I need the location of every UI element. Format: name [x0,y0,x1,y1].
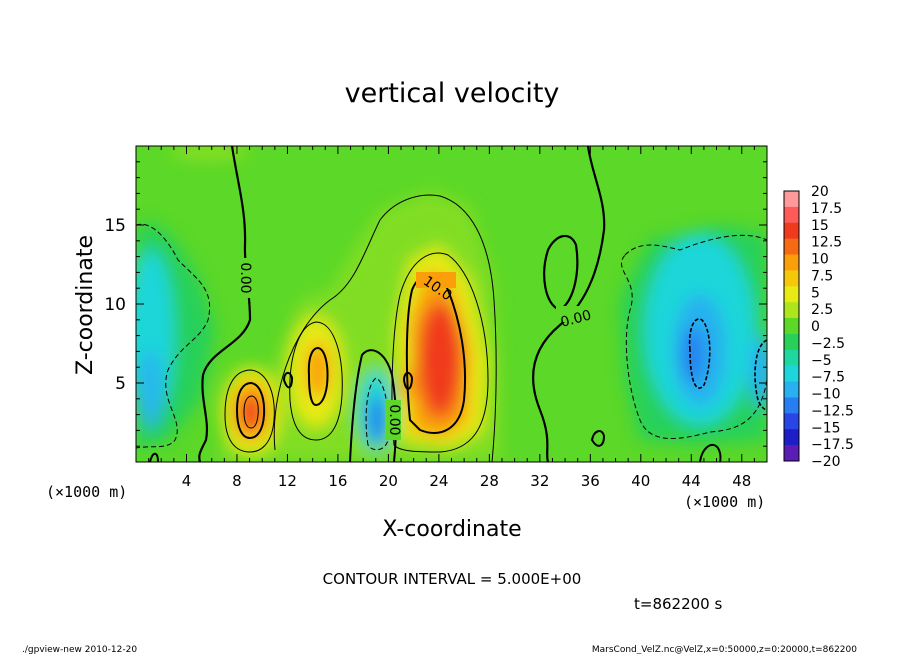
y-tick-label: 10 [104,295,126,315]
x-tick-label: 12 [278,472,297,490]
field-updraft-1-core [240,395,262,431]
contour-label-zero-right: 0.00 [559,307,593,331]
colorbar-label: 20 [811,184,829,200]
colorbar-swatch [784,191,799,208]
x-tick-label: 16 [328,472,347,490]
colorbar: 2017.51512.5107.552.50−2.5−5−7.5−10−12.5… [783,184,854,470]
footer-left: ./gpview-new 2010-12-20 [22,645,137,654]
contour-neg-down [365,377,389,451]
y-tick-label: 5 [115,374,126,394]
y-tick-label: 15 [104,216,126,236]
colorbar-label: 12.5 [811,235,842,251]
x-tick-label: 36 [581,472,600,490]
colorbar-swatch [784,206,799,224]
colorbar-swatch [784,397,799,414]
x-tick-label: 8 [232,472,242,490]
contour-neg-right-edge [754,339,767,411]
colorbar-label: 0 [811,319,820,335]
x-unit-left: (×1000 m) [46,483,127,501]
x-tick-label: 32 [530,472,549,490]
contour-ten-1 [235,381,266,440]
colorbar-swatch [784,413,799,430]
colorbar-swatch [784,254,799,271]
x-tick-label: 28 [480,472,499,490]
contour-neg-left [136,223,210,449]
x-tick-label: 48 [732,472,751,490]
colorbar-label: −5 [811,353,832,369]
contour-five-1 [224,369,275,453]
contour-neg-right-core [688,318,711,389]
contour-five-2 [289,321,343,441]
x-tick-label: 40 [631,472,650,490]
colorbar-swatch [784,238,799,256]
x-tick-label: 44 [682,472,701,490]
contour-zero-bottom-left [149,452,159,462]
plot-area: 0.00 10.0 0.00 0.00 [136,146,767,462]
footer-right: MarsCond_VelZ.nc@VelZ,x=0:50000,z=0:2000… [592,645,857,654]
colorbar-label: 10 [811,252,829,268]
heatmap-fields [136,146,767,462]
time-label: t=862200 s [634,595,722,613]
colorbar-label: −7.5 [811,370,845,386]
colorbar-label: −17.5 [811,437,854,453]
y-axis-ticks: 5 10 15 [104,161,767,447]
colorbar-swatch [784,222,799,240]
contour-label-zero-left: 0.00 [237,262,253,293]
field-right-edge-blue [750,336,767,408]
colorbar-label: −20 [811,454,841,470]
colorbar-label: −15 [811,420,841,436]
colorbar-label: −10 [811,387,841,403]
x-unit-right: (×1000 m) [684,493,765,511]
colorbar-swatch [784,349,799,367]
colorbar-label: 7.5 [811,268,833,284]
x-axis-ticks: 4 8 12 16 20 24 28 32 36 40 44 48 [148,146,755,490]
colorbar-swatch [784,381,799,398]
chart-title: vertical velocity [345,78,560,109]
colorbar-label: 17.5 [811,201,842,217]
x-axis-label: X-coordinate [382,517,521,542]
field-right-blue-core [682,327,704,383]
field-updraft-3-core [418,302,462,418]
colorbar-label: −12.5 [811,403,854,419]
contour-ten [405,273,467,434]
colorbar-label: 2.5 [811,302,833,318]
field-left-cyan-2 [136,350,164,430]
contour-zero-3 [543,234,579,312]
colorbar-swatch [784,302,799,319]
contour-lines [136,146,767,462]
colorbar-swatch [784,270,799,287]
colorbar-swatch [784,333,799,351]
contour-label-zero-mid: 0.00 [386,404,402,435]
colorbar-swatch [784,286,799,303]
contour-zero-bottom [699,443,722,462]
contour-interval: CONTOUR INTERVAL = 5.000E+00 [323,570,582,588]
contour-zero-2 [532,146,606,462]
colorbar-swatch [784,365,799,383]
contour-fifteen-1 [243,395,259,429]
colorbar-swatch [784,429,799,446]
contour-five-3 [391,252,489,453]
contour-zero-1 [198,146,252,462]
field-top-yellow [170,146,250,160]
colorbar-label: 15 [811,218,829,234]
contour-zero-small-3 [402,372,414,390]
colorbar-label: 5 [811,285,820,301]
colorbar-frame [783,190,800,462]
x-tick-label: 4 [182,472,192,490]
contour-neg-right [620,234,767,439]
colorbar-swatch [784,318,799,335]
x-tick-label: 20 [379,472,398,490]
contour-zero-small-2 [282,372,294,389]
contour-ten-2 [307,346,329,407]
colorbar-label: −2.5 [811,336,845,352]
contour-zero-small [590,430,606,447]
x-tick-label: 24 [429,472,448,490]
y-axis-label: Z-coordinate [73,235,98,375]
field-downdraft-1-core [368,396,386,444]
colorbar-swatch [784,445,799,462]
